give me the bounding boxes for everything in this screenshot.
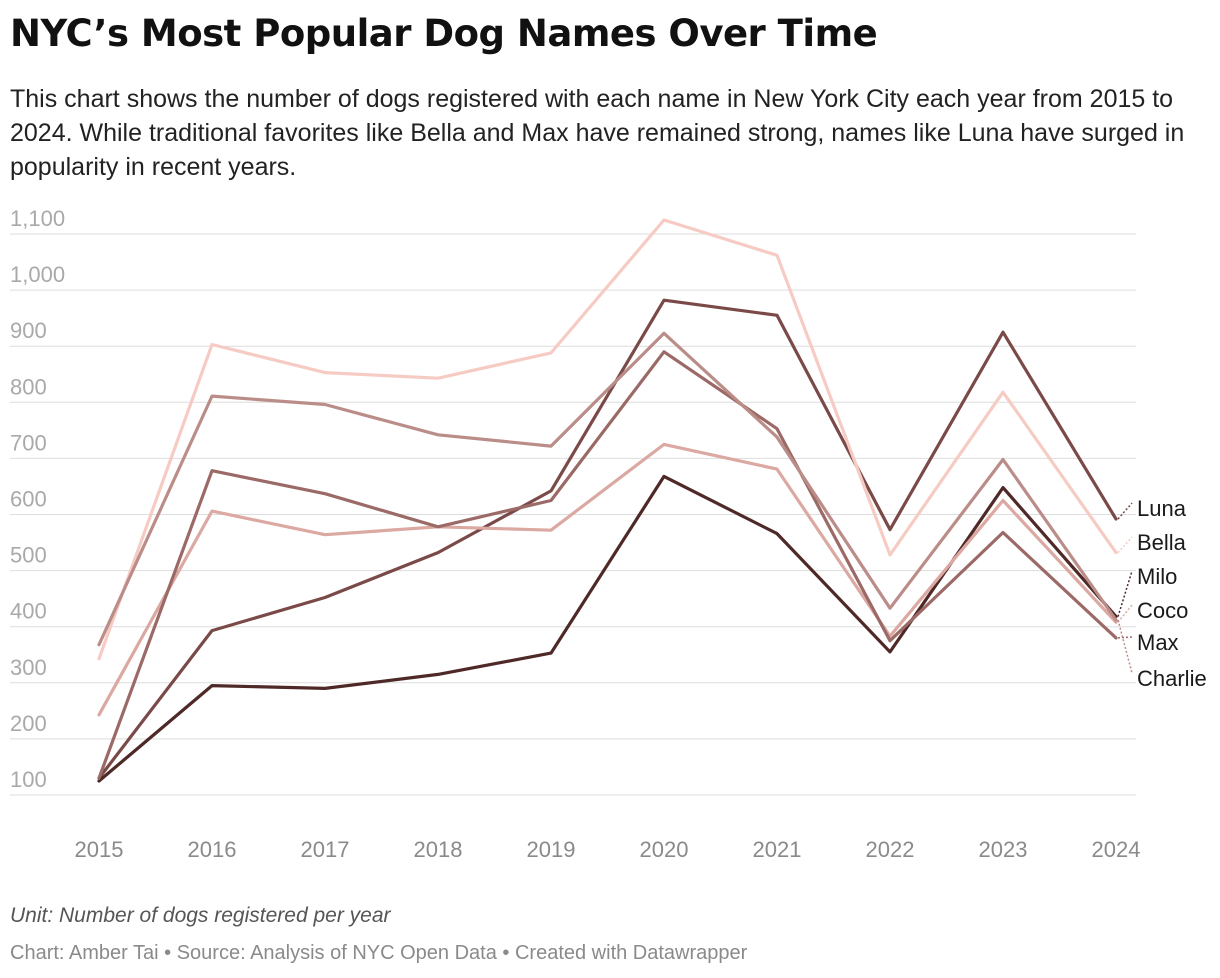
series-label-coco: Coco xyxy=(1137,598,1188,623)
series-label-luna: Luna xyxy=(1137,496,1187,521)
x-tick-label: 2022 xyxy=(866,837,915,862)
series-line-milo xyxy=(97,474,1118,783)
x-tick-label: 2021 xyxy=(753,837,802,862)
series-label-milo: Milo xyxy=(1137,564,1177,589)
series-line-luna xyxy=(97,298,1118,780)
y-tick-label: 200 xyxy=(10,711,47,736)
series-labels: Luna Bella Milo Coco Max Charlie xyxy=(1117,496,1207,691)
y-tick-label: 1,000 xyxy=(10,262,65,287)
y-tick-label: 100 xyxy=(10,767,47,792)
y-tick-label: 300 xyxy=(10,655,47,680)
chart-subtitle: This chart shows the number of dogs regi… xyxy=(10,85,1185,181)
line-chart: 100 200 300 400 500 600 700 800 900 1,000 1,100 20… xyxy=(10,206,1207,862)
y-axis: 100 200 300 400 500 600 700 800 900 1,000 1,100 xyxy=(10,206,65,792)
y-tick-label: 600 xyxy=(10,487,47,512)
series-label-max: Max xyxy=(1137,630,1179,655)
y-tick-label: 900 xyxy=(10,318,47,343)
source-credit: Chart: Amber Tai • Source: Analysis of N… xyxy=(10,942,748,964)
chart-title: NYC’s Most Popular Dog Names Over Time xyxy=(10,12,878,55)
label-connector-milo xyxy=(1117,570,1133,617)
series-line-bella xyxy=(97,218,1118,661)
label-connector-max xyxy=(1117,636,1133,639)
series-label-bella: Bella xyxy=(1137,530,1187,555)
x-tick-label: 2020 xyxy=(640,837,689,862)
x-tick-label: 2023 xyxy=(979,837,1028,862)
x-tick-label: 2024 xyxy=(1092,837,1141,862)
unit-note: Unit: Number of dogs registered per year xyxy=(10,904,391,927)
y-tick-label: 800 xyxy=(10,374,47,399)
x-tick-label: 2015 xyxy=(75,837,124,862)
x-tick-label: 2018 xyxy=(414,837,463,862)
label-connector-bella xyxy=(1117,536,1133,554)
series-line-charlie xyxy=(97,331,1118,647)
label-connector-luna xyxy=(1117,502,1133,520)
x-axis: 2015 2016 2017 2018 2019 2020 2021 2022 2023 2024 xyxy=(75,837,1141,862)
x-tick-label: 2017 xyxy=(301,837,350,862)
series-label-charlie: Charlie xyxy=(1137,666,1207,691)
y-tick-label: 1,100 xyxy=(10,206,65,231)
x-tick-label: 2019 xyxy=(527,837,576,862)
series-line-coco xyxy=(97,442,1118,717)
y-tick-label: 400 xyxy=(10,599,47,624)
series-line-max xyxy=(97,350,1118,780)
label-connector-charlie xyxy=(1117,619,1133,674)
y-tick-label: 700 xyxy=(10,430,47,455)
series-lines xyxy=(97,218,1118,783)
y-tick-label: 500 xyxy=(10,543,47,568)
x-tick-label: 2016 xyxy=(188,837,237,862)
